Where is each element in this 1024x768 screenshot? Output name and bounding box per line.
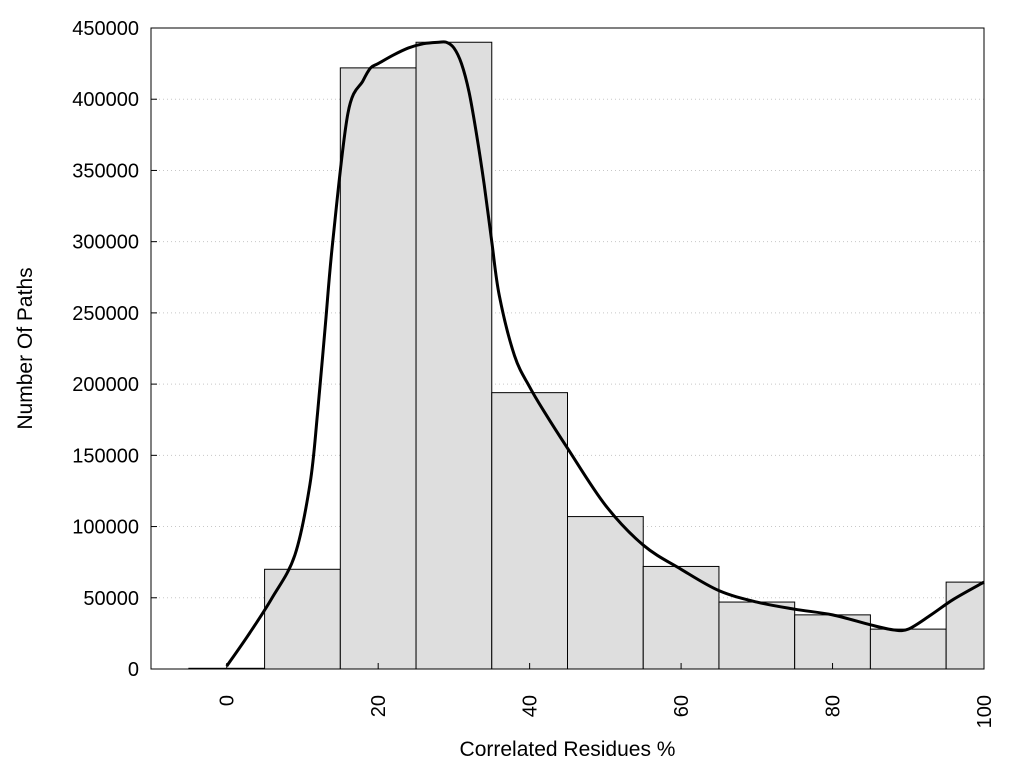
x-tick-label: 60	[671, 695, 693, 717]
density-line	[225, 40, 985, 668]
histogram-bar	[642, 565, 720, 670]
histogram-bar	[794, 614, 871, 670]
histogram-bar	[415, 41, 493, 670]
x-tick-label: 80	[823, 695, 845, 717]
histogram-bar	[264, 568, 341, 670]
histogram-bars	[188, 41, 985, 670]
y-tick-label: 250000	[72, 303, 139, 325]
y-tick-label: 50000	[83, 588, 139, 610]
histogram-bar	[718, 601, 796, 670]
histogram-bar	[491, 392, 569, 670]
y-tick-label: 150000	[72, 445, 139, 467]
y-tick-label: 350000	[72, 160, 139, 182]
plot-frame	[150, 27, 985, 670]
y-tick-label: 450000	[72, 18, 139, 40]
y-tick-label: 0	[128, 659, 139, 681]
y-axis-label: Number Of Paths	[14, 267, 37, 429]
x-tick-label: 100	[974, 695, 996, 728]
y-tick-label: 300000	[72, 232, 139, 254]
y-axis-ticks: 0 50000 100000 150000 200000 250000 300000 3500…	[72, 18, 157, 681]
x-axis-ticks: 0 20 40 60 80 100	[217, 663, 996, 728]
histogram-bar	[945, 581, 985, 670]
density-curve	[225, 40, 985, 668]
histogram-bar	[567, 516, 644, 670]
y-tick-label: 400000	[72, 89, 139, 111]
histogram-bar	[339, 67, 417, 670]
x-tick-label: 40	[520, 695, 542, 717]
x-tick-label: 0	[217, 695, 239, 706]
y-tick-label: 100000	[72, 517, 139, 539]
x-axis-label: Correlated Residues %	[460, 738, 676, 761]
x-tick-label: 20	[368, 695, 390, 717]
histogram-bar	[869, 628, 947, 670]
y-tick-label: 200000	[72, 374, 139, 396]
